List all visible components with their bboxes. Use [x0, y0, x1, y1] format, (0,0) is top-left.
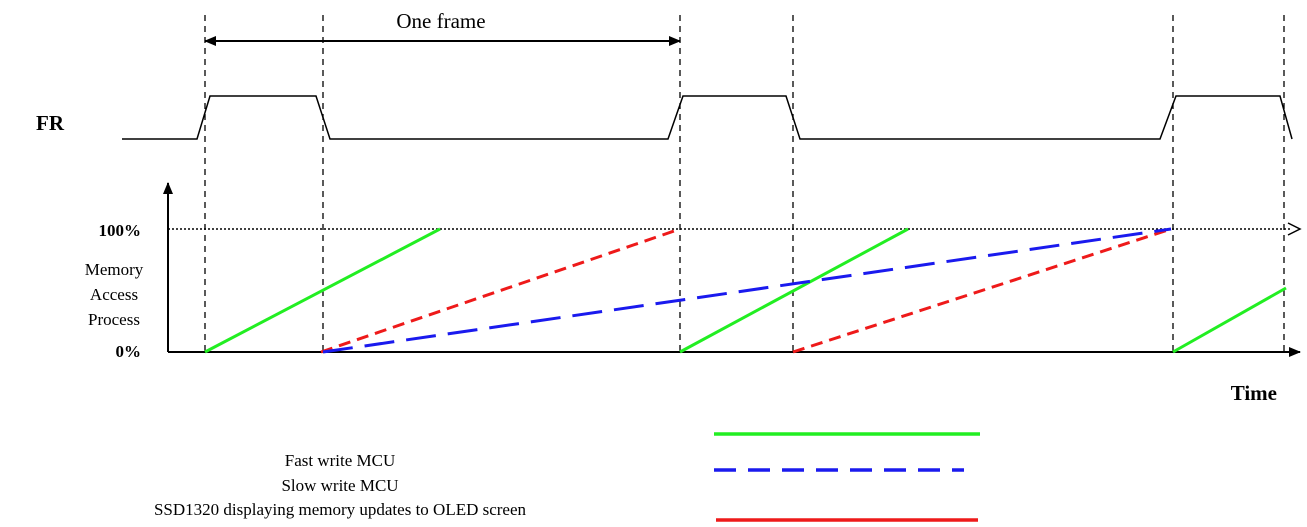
legend-label-fast-write: Fast write MCU	[285, 451, 396, 470]
legend: Fast write MCU Slow write MCU SSD1320 di…	[154, 432, 980, 522]
fast-write-segment-1	[204, 227, 441, 354]
y-title-line-3: Process	[88, 310, 140, 329]
fast-write-segment-3	[1172, 286, 1287, 354]
legend-label-slow-write: Slow write MCU	[281, 476, 398, 495]
display-segment-1	[320, 227, 681, 354]
fast-write-series	[204, 227, 1287, 354]
y-title-line-2: Access	[90, 285, 138, 304]
display-segment-2	[792, 227, 1172, 354]
y-max-label: 100%	[99, 221, 142, 240]
slow-write-series	[322, 227, 1172, 354]
fast-write-segment-2	[679, 227, 909, 354]
legend-label-display: SSD1320 displaying memory updates to OLE…	[154, 500, 527, 519]
frame-markers	[204, 15, 1285, 352]
x-title: Time	[1231, 381, 1277, 405]
y-min-label: 0%	[116, 342, 142, 361]
full-level-arrowhead	[1287, 222, 1302, 236]
one-frame-label: One frame	[396, 9, 485, 33]
fr-label: FR	[36, 111, 65, 135]
y-title-line-1: Memory	[85, 260, 144, 279]
display-series	[320, 227, 1172, 354]
fr-waveform	[122, 95, 1293, 140]
